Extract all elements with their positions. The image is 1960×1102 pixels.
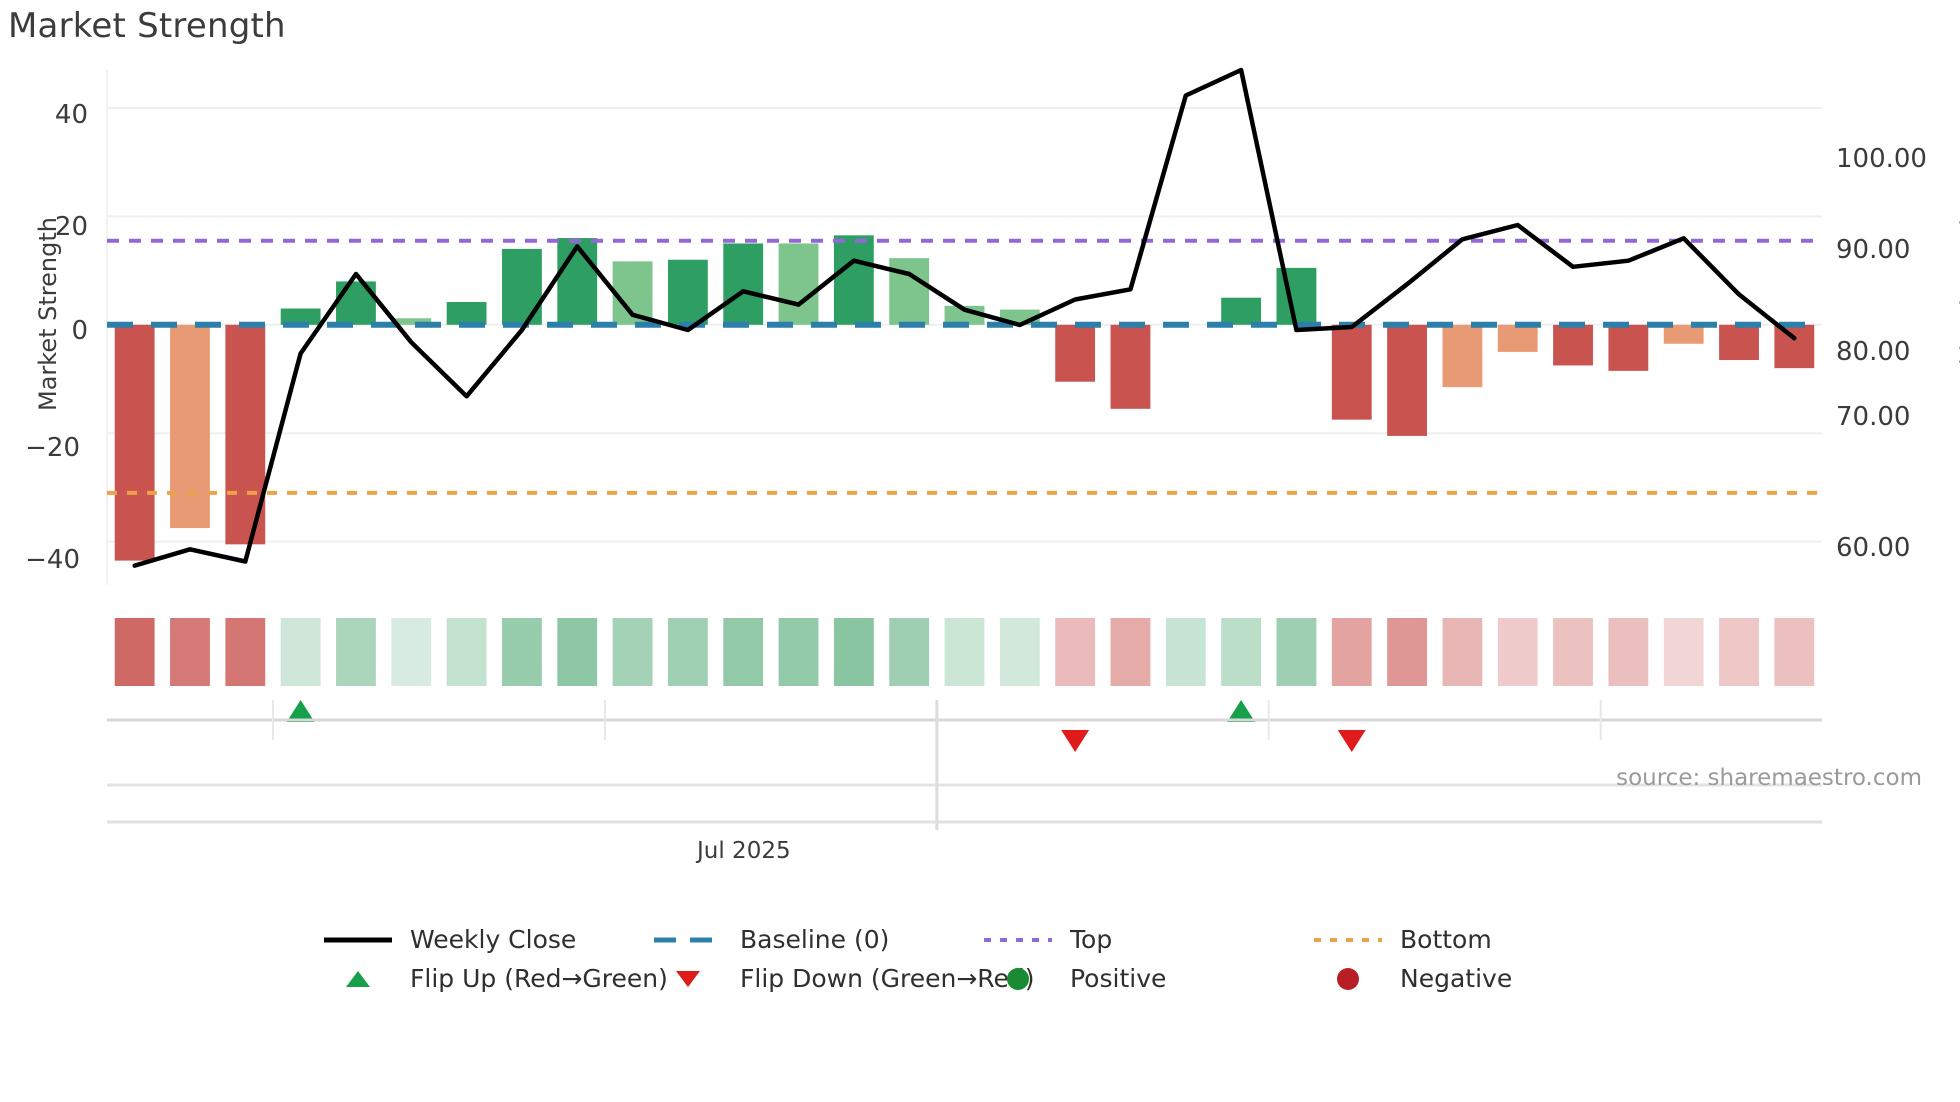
dashed-line-icon [650,932,726,948]
dotted-line-icon [1310,932,1386,948]
reference-lines [107,238,1822,495]
legend-item-flip-up[interactable]: Flip Up (Red→Green) [320,964,668,993]
triangle-up-icon [320,967,396,991]
weekly-close-line [132,67,1797,568]
y-tick-right-2: 80.00 [1836,337,1911,367]
solid-line-icon [320,932,396,948]
y-tick-left-0: 40 [54,100,88,130]
legend-item-negative[interactable]: Negative [1310,964,1640,993]
bar-series [114,235,1815,561]
dotted-line-icon [980,932,1056,948]
lower-axis-lines [107,700,1822,830]
y-tick-left-4: −40 [25,545,80,575]
legend-label: Baseline (0) [740,925,890,954]
y-tick-left-3: −20 [25,433,80,463]
legend-item-baseline[interactable]: Baseline (0) [650,925,980,954]
chart-canvas [106,67,1822,830]
y-tick-right-3: 70.00 [1836,402,1911,432]
x-tick-jul-2025: Jul 2025 [697,838,791,864]
triangle-down-icon [650,967,726,991]
legend-item-top[interactable]: Top [980,925,1310,954]
y-tick-left-2: 0 [71,316,88,346]
legend-label: Negative [1400,964,1513,993]
legend-label: Bottom [1400,925,1492,954]
circle-icon [1310,967,1386,991]
y-tick-right-1: 90.00 [1836,235,1911,265]
legend-item-flip-down[interactable]: Flip Down (Green→Red) [650,964,1035,993]
legend-label: Flip Down (Green→Red) [740,964,1035,993]
legend-item-positive[interactable]: Positive [980,964,1310,993]
legend-item-bottom[interactable]: Bottom [1310,925,1640,954]
page-title: Market Strength [8,6,286,46]
chart-legend: Weekly Close Baseline (0) Top Bottom Fli… [0,920,1960,998]
legend-row-1: Weekly Close Baseline (0) Top Bottom [0,920,1960,959]
y-tick-right-4: 60.00 [1836,533,1911,563]
y-tick-right-0: 100.00 [1836,144,1927,174]
legend-row-2: Flip Up (Red→Green) Flip Down (Green→Red… [0,959,1960,998]
source-credit: source: sharemaestro.com [1616,765,1922,791]
legend-label: Positive [1070,964,1167,993]
legend-label: Weekly Close [410,925,577,954]
strength-heat-strip [114,618,1815,686]
circle-icon [980,967,1056,991]
legend-item-weekly-close[interactable]: Weekly Close [320,925,650,954]
legend-label: Flip Up (Red→Green) [410,964,668,993]
y-tick-left-1: 20 [54,212,88,242]
flip-markers [286,700,1366,752]
legend-label: Top [1070,925,1113,954]
